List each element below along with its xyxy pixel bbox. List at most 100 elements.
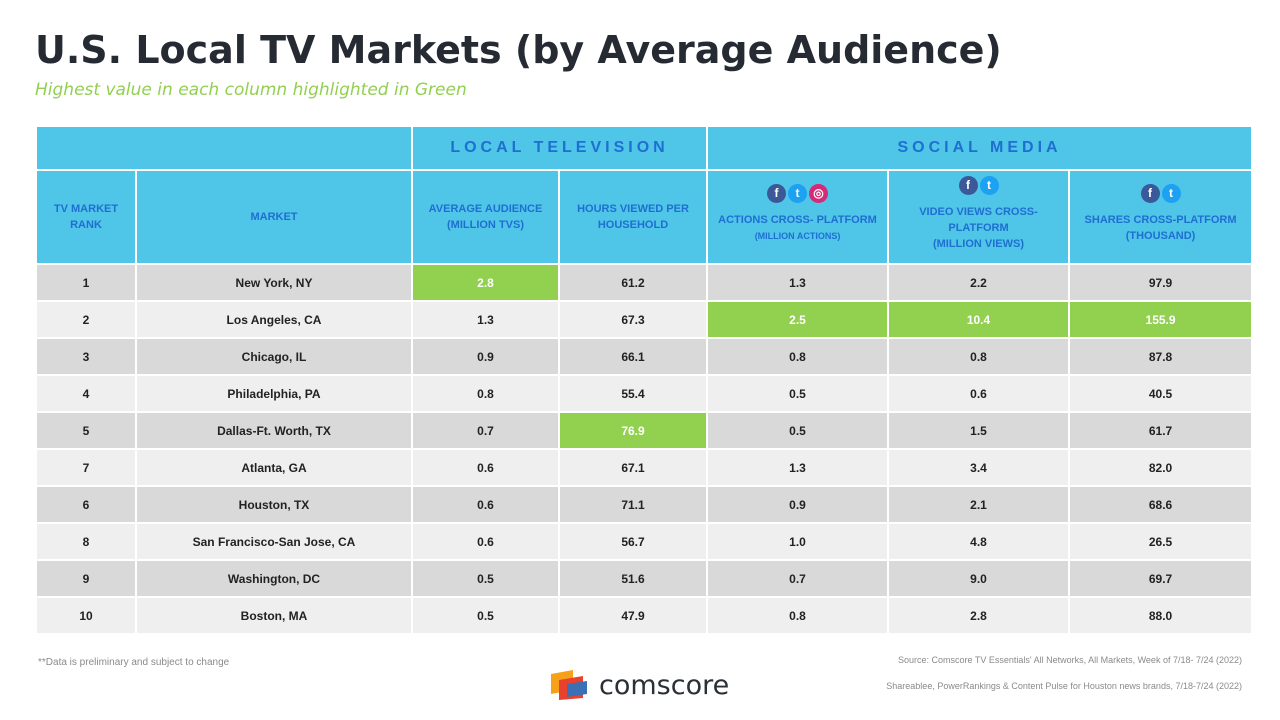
- cell-market: Houston, TX: [135, 485, 413, 524]
- comscore-logo-text: comscore: [599, 669, 730, 701]
- cell-shares: 87.8: [1068, 337, 1254, 376]
- col-header-hours: HOURS VIEWED PER HOUSEHOLD: [557, 169, 709, 265]
- table-row: 1 New York, NY 2.8 61.2 1.3 2.2 97.9: [35, 263, 1254, 302]
- cell-market: Boston, MA: [135, 596, 413, 635]
- comscore-logo-icon: [551, 670, 587, 700]
- table-row: 8 San Francisco-San Jose, CA 0.6 56.7 1.…: [35, 522, 1254, 561]
- cell-market: Philadelphia, PA: [135, 374, 413, 413]
- cell-shares: 155.9: [1068, 300, 1254, 339]
- cell-actions: 0.7: [706, 559, 890, 598]
- cell-hours: 61.2: [557, 263, 709, 302]
- cell-avg-audience: 1.3: [411, 300, 560, 339]
- cell-avg-audience: 0.7: [411, 411, 560, 450]
- twitter-icon: t: [979, 176, 999, 195]
- facebook-icon: f: [767, 184, 787, 203]
- cell-hours: 71.1: [557, 485, 709, 524]
- cell-actions: 0.8: [706, 337, 890, 376]
- source-line-1: Source: Comscore TV Essentials' All Netw…: [897, 655, 1242, 665]
- table-row: 6 Houston, TX 0.6 71.1 0.9 2.1 68.6: [35, 485, 1254, 524]
- cell-hours: 67.1: [557, 448, 709, 487]
- cell-video-views: 2.8: [887, 596, 1071, 635]
- cell-market: Chicago, IL: [135, 337, 413, 376]
- cell-video-views: 10.4: [887, 300, 1071, 339]
- cell-avg-audience: 0.6: [411, 522, 560, 561]
- cell-avg-audience: 0.8: [411, 374, 560, 413]
- cell-actions: 0.9: [706, 485, 890, 524]
- twitter-icon: t: [1161, 184, 1181, 203]
- cell-actions: 1.3: [706, 263, 890, 302]
- twitter-icon: t: [788, 184, 808, 203]
- footnote: **Data is preliminary and subject to cha…: [38, 657, 230, 668]
- cell-shares: 88.0: [1068, 596, 1254, 635]
- cell-actions: 0.5: [706, 411, 890, 450]
- cell-video-views: 4.8: [887, 522, 1071, 561]
- table-row: 9 Washington, DC 0.5 51.6 0.7 9.0 69.7: [35, 559, 1254, 598]
- page-title: U.S. Local TV Markets (by Average Audien…: [35, 28, 1002, 72]
- cell-actions: 1.3: [706, 448, 890, 487]
- cell-hours: 51.6: [557, 559, 709, 598]
- cell-hours: 55.4: [557, 374, 709, 413]
- cell-video-views: 0.6: [887, 374, 1071, 413]
- cell-avg-audience: 0.6: [411, 485, 560, 524]
- group-header-social-media: SOCIAL MEDIA: [706, 125, 1254, 171]
- cell-market: Los Angeles, CA: [135, 300, 413, 339]
- table-row: 7 Atlanta, GA 0.6 67.1 1.3 3.4 82.0: [35, 448, 1254, 487]
- source-line-2: Shareablee, PowerRankings & Content Puls…: [886, 681, 1242, 691]
- col-header-market: MARKET: [135, 169, 413, 265]
- col-header-rank: TV MARKET RANK: [35, 169, 137, 265]
- col-header-avg-audience: AVERAGE AUDIENCE (MILLION TVS): [411, 169, 560, 265]
- group-header-local-tv: LOCAL TELEVISION: [410, 125, 709, 171]
- cell-market: Washington, DC: [135, 559, 413, 598]
- social-icons: f t ◎: [708, 184, 887, 206]
- cell-hours: 47.9: [557, 596, 709, 635]
- cell-actions: 2.5: [706, 300, 890, 339]
- cell-market: San Francisco-San Jose, CA: [135, 522, 413, 561]
- cell-video-views: 0.8: [887, 337, 1071, 376]
- cell-avg-audience: 0.9: [411, 337, 560, 376]
- col-header-actions: f t ◎ ACTIONS CROSS- PLATFORM (MILLION ACTI…: [706, 169, 890, 265]
- facebook-icon: f: [958, 176, 978, 195]
- column-header-row: TV MARKET RANK MARKET AVERAGE AUDIENCE (M…: [35, 169, 1254, 265]
- cell-rank: 5: [35, 411, 137, 450]
- cell-avg-audience: 2.8: [411, 263, 560, 302]
- cell-video-views: 2.1: [887, 485, 1071, 524]
- cell-shares: 68.6: [1068, 485, 1254, 524]
- cell-hours: 56.7: [557, 522, 709, 561]
- cell-rank: 1: [35, 263, 137, 302]
- cell-market: Dallas-Ft. Worth, TX: [135, 411, 413, 450]
- group-header-row: LOCAL TELEVISION SOCIAL MEDIA: [35, 125, 1254, 171]
- cell-actions: 0.5: [706, 374, 890, 413]
- cell-rank: 8: [35, 522, 137, 561]
- cell-video-views: 1.5: [887, 411, 1071, 450]
- cell-rank: 9: [35, 559, 137, 598]
- table-row: 5 Dallas-Ft. Worth, TX 0.7 76.9 0.5 1.5 …: [35, 411, 1254, 450]
- cell-video-views: 9.0: [887, 559, 1071, 598]
- cell-rank: 10: [35, 596, 137, 635]
- table-row: 2 Los Angeles, CA 1.3 67.3 2.5 10.4 155.…: [35, 300, 1254, 339]
- cell-rank: 6: [35, 485, 137, 524]
- cell-hours: 76.9: [557, 411, 709, 450]
- cell-shares: 61.7: [1068, 411, 1254, 450]
- cell-actions: 1.0: [706, 522, 890, 561]
- cell-rank: 2: [35, 300, 137, 339]
- table-row: 4 Philadelphia, PA 0.8 55.4 0.5 0.6 40.5: [35, 374, 1254, 413]
- cell-market: Atlanta, GA: [135, 448, 413, 487]
- cell-avg-audience: 0.6: [411, 448, 560, 487]
- cell-market: New York, NY: [135, 263, 413, 302]
- comscore-logo: comscore: [551, 668, 729, 702]
- cell-shares: 69.7: [1068, 559, 1254, 598]
- cell-hours: 66.1: [557, 337, 709, 376]
- cell-rank: 4: [35, 374, 137, 413]
- cell-hours: 67.3: [557, 300, 709, 339]
- cell-avg-audience: 0.5: [411, 596, 560, 635]
- cell-video-views: 2.2: [887, 263, 1071, 302]
- cell-shares: 40.5: [1068, 374, 1254, 413]
- cell-shares: 97.9: [1068, 263, 1254, 302]
- facebook-icon: f: [1140, 184, 1160, 203]
- cell-shares: 26.5: [1068, 522, 1254, 561]
- table-row: 10 Boston, MA 0.5 47.9 0.8 2.8 88.0: [35, 596, 1254, 635]
